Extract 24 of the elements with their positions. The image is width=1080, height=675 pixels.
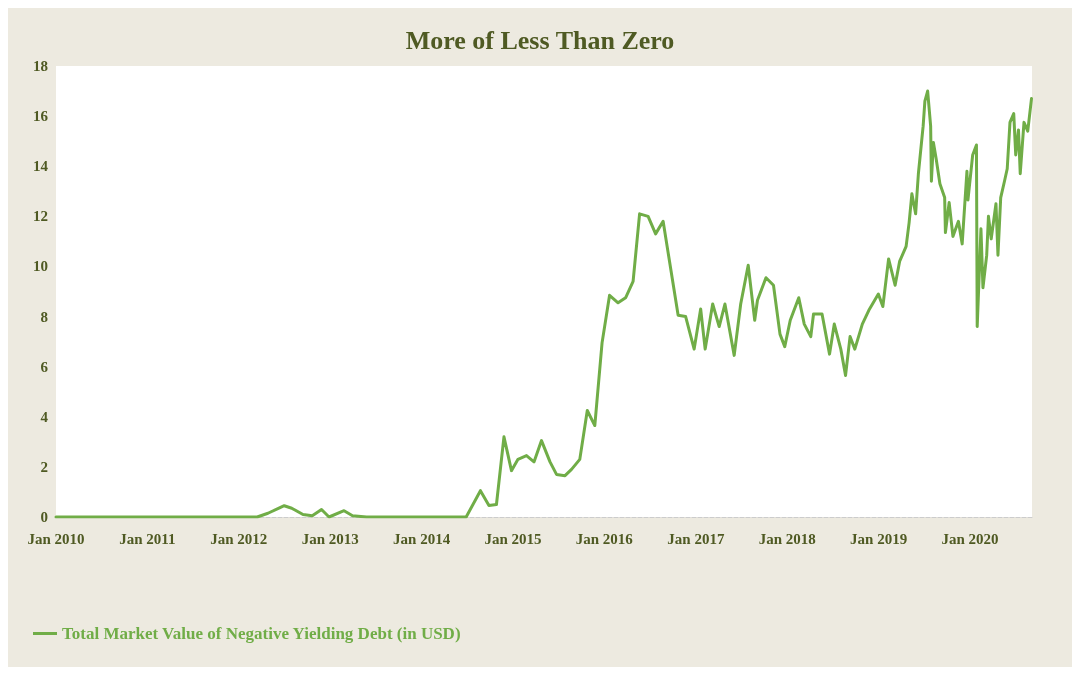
line-series — [54, 89, 1033, 519]
y-tick-label: 10 — [33, 258, 48, 275]
legend-label: Total Market Value of Negative Yielding Debt (in USD) — [62, 624, 461, 643]
chart-title: More of Less Than Zero — [405, 25, 675, 55]
y-tick-label: 6 — [40, 358, 49, 375]
x-tick-label: Jan 2013 — [301, 530, 359, 547]
x-tick-label: Jan 2019 — [850, 530, 908, 547]
y-tick-label: 2 — [40, 458, 48, 475]
y-tick-label: 14 — [33, 158, 49, 175]
y-tick-label: 16 — [33, 108, 49, 125]
x-tick-label: Jan 2017 — [667, 530, 725, 547]
x-tick-label: Jan 2016 — [575, 530, 634, 547]
x-tick-label: Jan 2014 — [393, 530, 451, 547]
y-tick-label: 8 — [40, 308, 48, 325]
y-tick-label: 4 — [40, 408, 49, 425]
x-tick-label: Jan 2018 — [758, 530, 816, 547]
y-tick-label: 12 — [33, 208, 48, 225]
x-tick-label: Jan 2015 — [484, 530, 542, 547]
x-tick-label: Jan 2011 — [119, 530, 176, 547]
x-tick-label: Jan 2020 — [941, 530, 999, 547]
y-tick-label: 0 — [40, 509, 48, 525]
y-tick-label: 18 — [33, 58, 48, 74]
x-tick-label: Jan 2012 — [210, 530, 268, 547]
x-tick-label: Jan 2010 — [27, 530, 85, 547]
